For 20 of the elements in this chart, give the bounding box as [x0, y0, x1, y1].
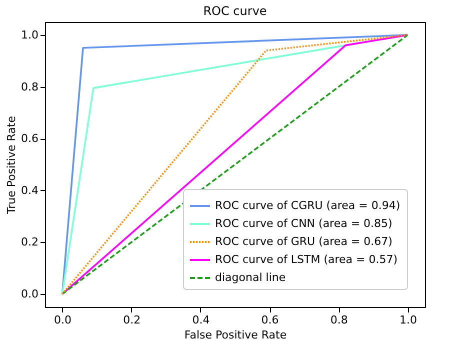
x-axis-title: False Positive Rate — [184, 328, 287, 342]
y-tick-label: 0.6 — [21, 132, 38, 146]
x-tick-label: 0.6 — [261, 314, 279, 326]
legend-label: ROC curve of LSTM (area = 0.57) — [215, 253, 398, 266]
legend-label: ROC curve of CNN (area = 0.85) — [215, 217, 392, 230]
chart-title: ROC curve — [203, 4, 267, 18]
y-axis-title: True Positive Rate — [5, 116, 18, 215]
y-tick-label: 0.0 — [21, 288, 38, 301]
y-tick-label: 0.2 — [21, 236, 38, 249]
legend-label: ROC curve of GRU (area = 0.67) — [215, 235, 392, 248]
y-tick-label: 0.4 — [21, 184, 38, 197]
y-tick-label: 1.0 — [21, 28, 38, 42]
legend-label: diagonal line — [215, 271, 286, 284]
x-tick-label: 1.0 — [399, 314, 417, 326]
x-tick-label: 0.4 — [192, 314, 210, 326]
x-tick-label: 0.8 — [330, 314, 348, 326]
legend-label: ROC curve of CGRU (area = 0.94) — [215, 199, 400, 212]
x-tick-label: 0.0 — [54, 314, 72, 326]
x-tick-label: 0.2 — [123, 314, 141, 326]
y-tick-label: 0.8 — [21, 80, 38, 94]
